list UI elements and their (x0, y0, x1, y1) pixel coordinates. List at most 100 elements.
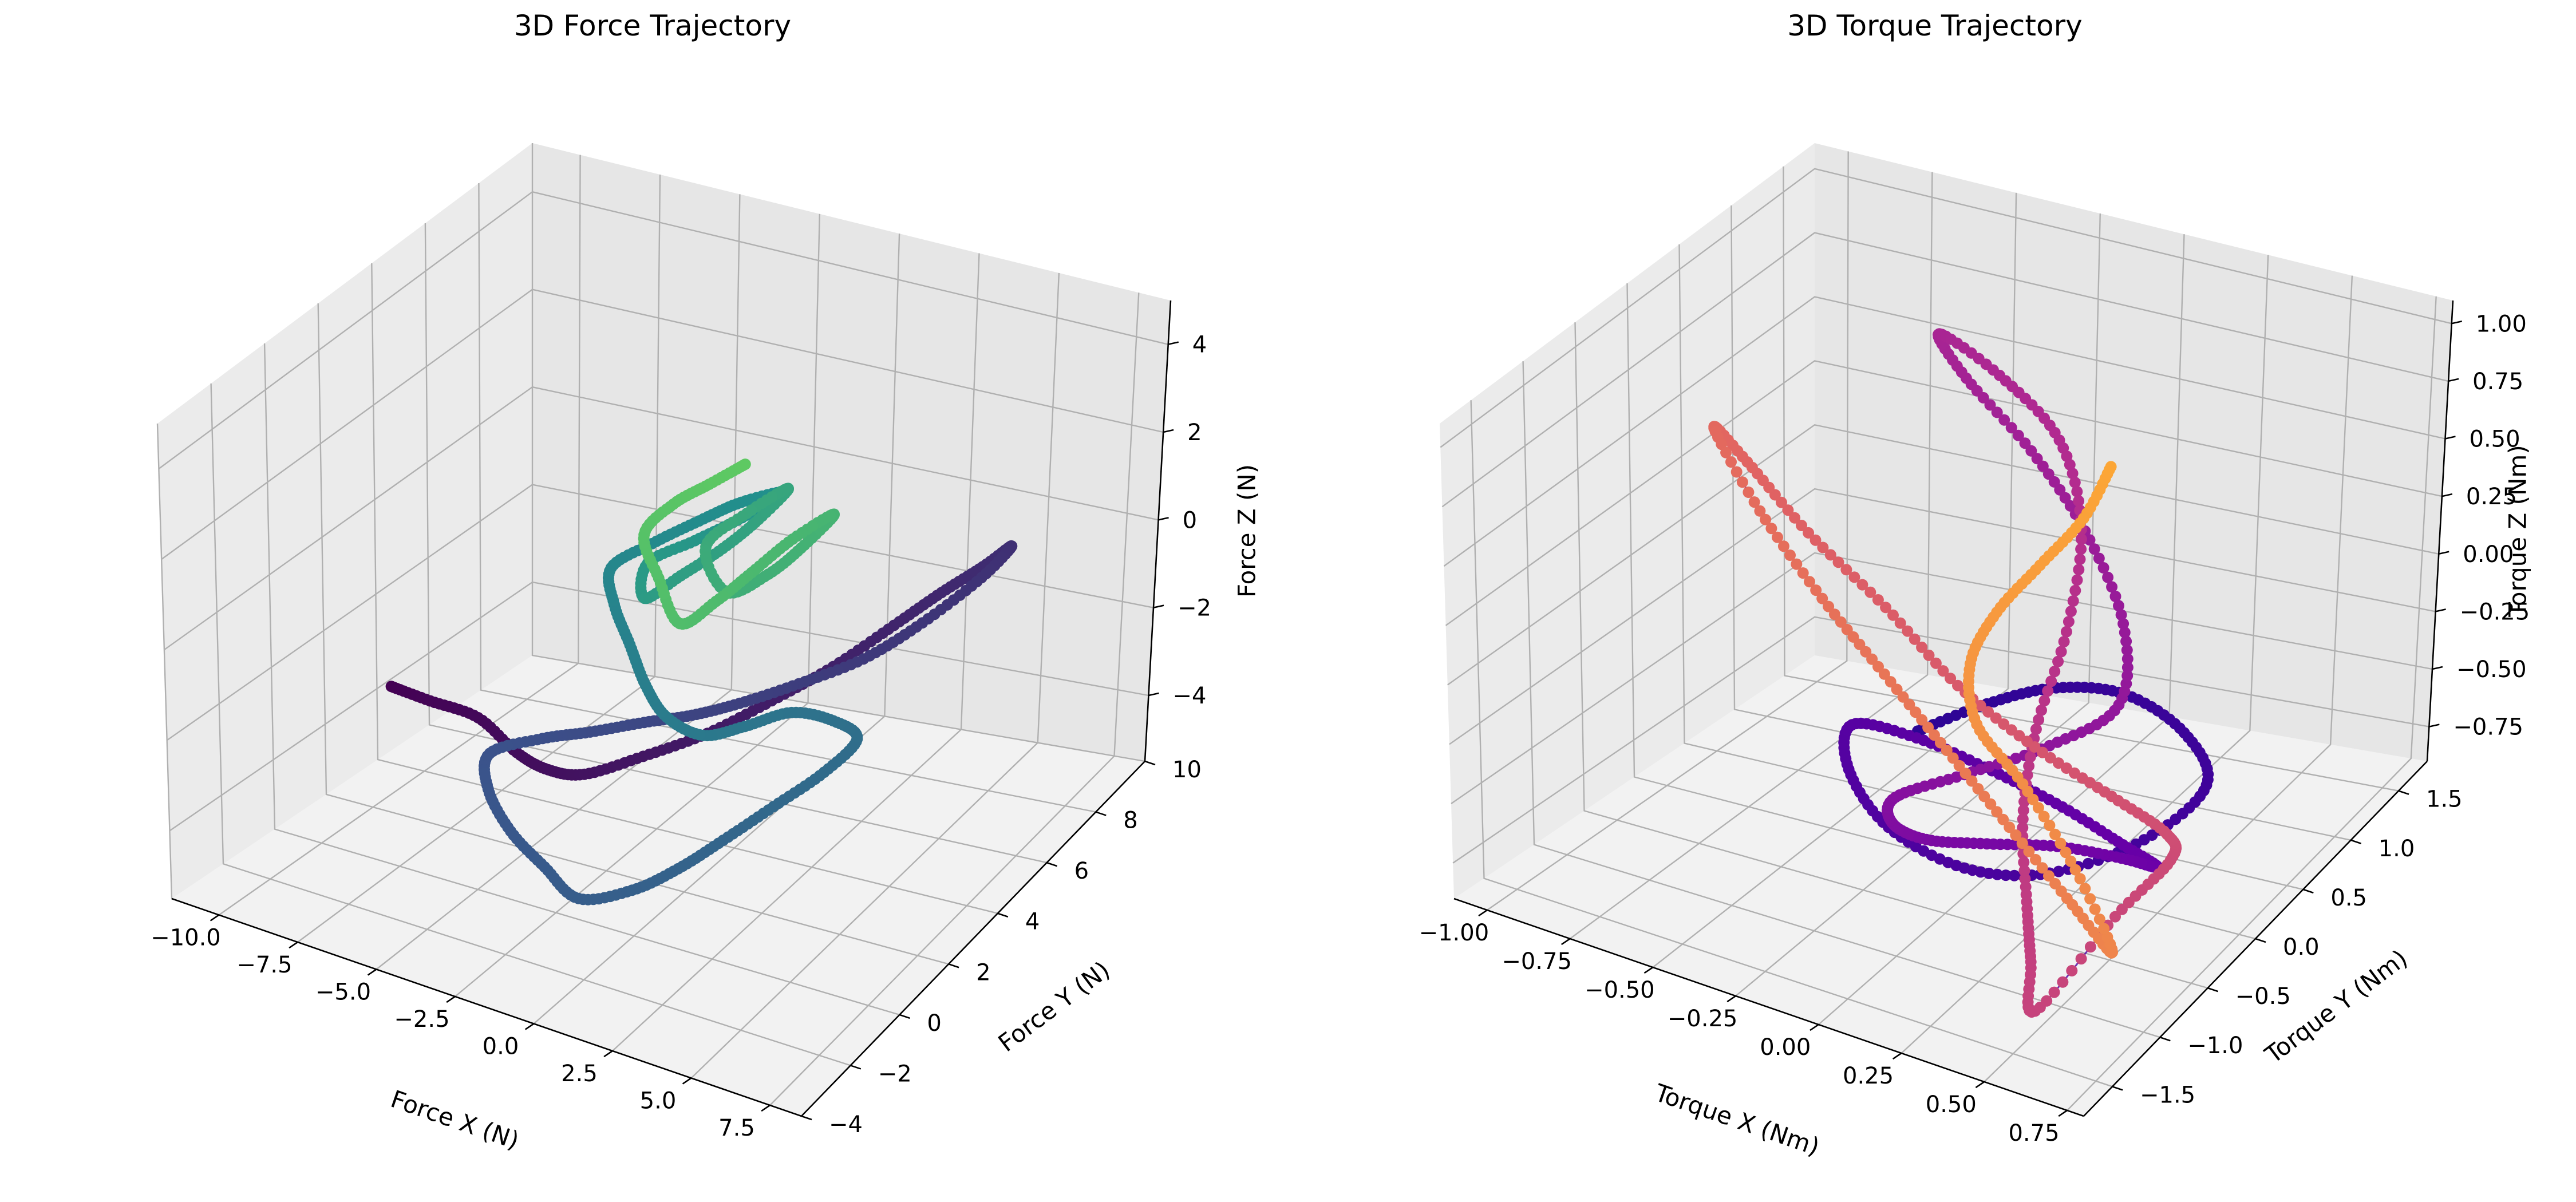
trajectory-point (2030, 853, 2041, 865)
trajectory-point (1810, 584, 1822, 596)
trajectory-point (2055, 837, 2067, 849)
x-gridline (1901, 255, 2269, 1054)
y-tick-mark (1046, 861, 1057, 867)
trajectory-point (2017, 822, 2029, 834)
trajectory-point (1947, 752, 1959, 764)
z-tick-label: 2 (1187, 420, 1202, 446)
x-tick-mark (210, 914, 220, 922)
z-gridline (158, 191, 1168, 469)
z-tick-mark (2438, 551, 2449, 555)
trajectory-point (2093, 552, 2105, 564)
trajectory-point (1953, 760, 1965, 772)
trajectory-point (739, 458, 751, 470)
trajectory-point (2018, 856, 2030, 868)
trajectory-point (2041, 995, 2053, 1007)
y-gridline (317, 303, 949, 965)
z-gridline (1452, 616, 2429, 864)
z-gridline (1447, 424, 2439, 686)
y-gridline (424, 223, 1047, 864)
trajectory-point (2049, 666, 2061, 678)
y-axis-line (801, 761, 1145, 1117)
y-tick-mark (899, 1014, 910, 1019)
trajectory-point (1720, 446, 1732, 458)
trajectory-point (1903, 699, 1915, 710)
y-gridline (1730, 205, 2351, 841)
trajectory-point (1730, 466, 1743, 478)
z-tick-label: 0 (1183, 507, 1197, 533)
x-tick-label: −5.0 (315, 979, 371, 1006)
x-gridline (1735, 213, 2101, 997)
y-tick-mark (1144, 760, 1156, 766)
trajectory-point (2074, 553, 2086, 566)
trajectory-point (2093, 914, 2105, 925)
trajectory-point (2065, 855, 2077, 867)
y-tick-mark (1095, 811, 1107, 816)
trajectory-point (2088, 543, 2100, 555)
trajectory-point (1984, 399, 1996, 411)
x-tick-mark (446, 995, 456, 1003)
trajectory-point (2084, 534, 2096, 546)
z-tick-label: −4 (1172, 683, 1206, 709)
y-gridline (1678, 244, 2304, 891)
trajectory-point (1716, 438, 1728, 450)
trajectory-point (1974, 699, 1986, 711)
trajectory-point (1909, 633, 1921, 645)
y-gridline (1626, 283, 2256, 940)
trajectory-point (2119, 626, 2131, 638)
x-axis-line (1453, 897, 2084, 1117)
y-tick-mark (2112, 1086, 2123, 1091)
y-tick-label: −1.5 (2140, 1082, 2195, 1108)
back-pane (1815, 143, 2453, 761)
side-pane (1440, 143, 1815, 899)
y-gridline (263, 343, 900, 1016)
floor-pane (1454, 655, 2427, 1116)
z-gridline (1445, 360, 2443, 626)
trajectory-point (2052, 757, 2064, 769)
x-gridline (1569, 172, 1933, 939)
z-tick-mark (1148, 692, 1159, 697)
trajectory-point (1772, 531, 1783, 543)
x-tick-mark (1643, 966, 1654, 974)
torque-trajectory-panel: 3D Torque Trajectory −1.00 −0.75 −0.50 −0.2… (1419, 9, 2532, 1161)
z-axis-label: Torque Z (Nm) (2504, 445, 2532, 617)
x-tick-mark (367, 968, 377, 976)
trajectory-point (1817, 541, 1829, 553)
torque-chart-title: 3D Torque Trajectory (1787, 9, 2082, 42)
trajectory-point (2075, 953, 2087, 965)
trajectory-point (2082, 857, 2094, 869)
x-tick-label: −0.50 (1585, 977, 1655, 1003)
x-tick-mark (1809, 1023, 1819, 1031)
trajectory-point (1796, 520, 1807, 531)
z-gridline (164, 386, 1159, 651)
x-axis-label: Torque X (Nm) (1651, 1078, 1823, 1161)
trajectory-point (2073, 495, 2085, 507)
trajectory-point (2121, 662, 2134, 674)
z-axis-label: Force Z (N) (1233, 464, 1261, 598)
trajectory-point (2059, 492, 2071, 504)
trajectory-point (1923, 649, 1935, 661)
trajectory-point (1791, 558, 1803, 570)
trajectory-point (1998, 414, 2010, 426)
trajectory-point (1972, 783, 1984, 794)
y-gridline (1522, 361, 2160, 1038)
trajectory-point (1997, 813, 2009, 825)
trajectory-point (2057, 976, 2069, 988)
z-tick-label: 0.25 (2466, 484, 2517, 510)
y-gridline (210, 383, 851, 1066)
trajectory-point (1784, 549, 1796, 561)
trajectory-point (2117, 618, 2129, 630)
x-tick-mark (1975, 1081, 1985, 1089)
y-gridline (371, 263, 998, 914)
x-tick-label: 5.0 (640, 1088, 677, 1114)
y-tick-label: 1.0 (2379, 836, 2415, 862)
trajectory-point (2044, 820, 2056, 831)
x-tick-mark (1892, 1052, 1902, 1060)
z-tick-label: 0.00 (2463, 541, 2514, 568)
trajectory-point (2069, 476, 2081, 488)
trajectory-point (1832, 556, 1844, 568)
trajectory-point (1983, 761, 1995, 773)
trajectory-point (1910, 706, 1922, 718)
y-tick-label: 10 (1172, 757, 1202, 783)
trajectory-point (1736, 476, 1748, 488)
